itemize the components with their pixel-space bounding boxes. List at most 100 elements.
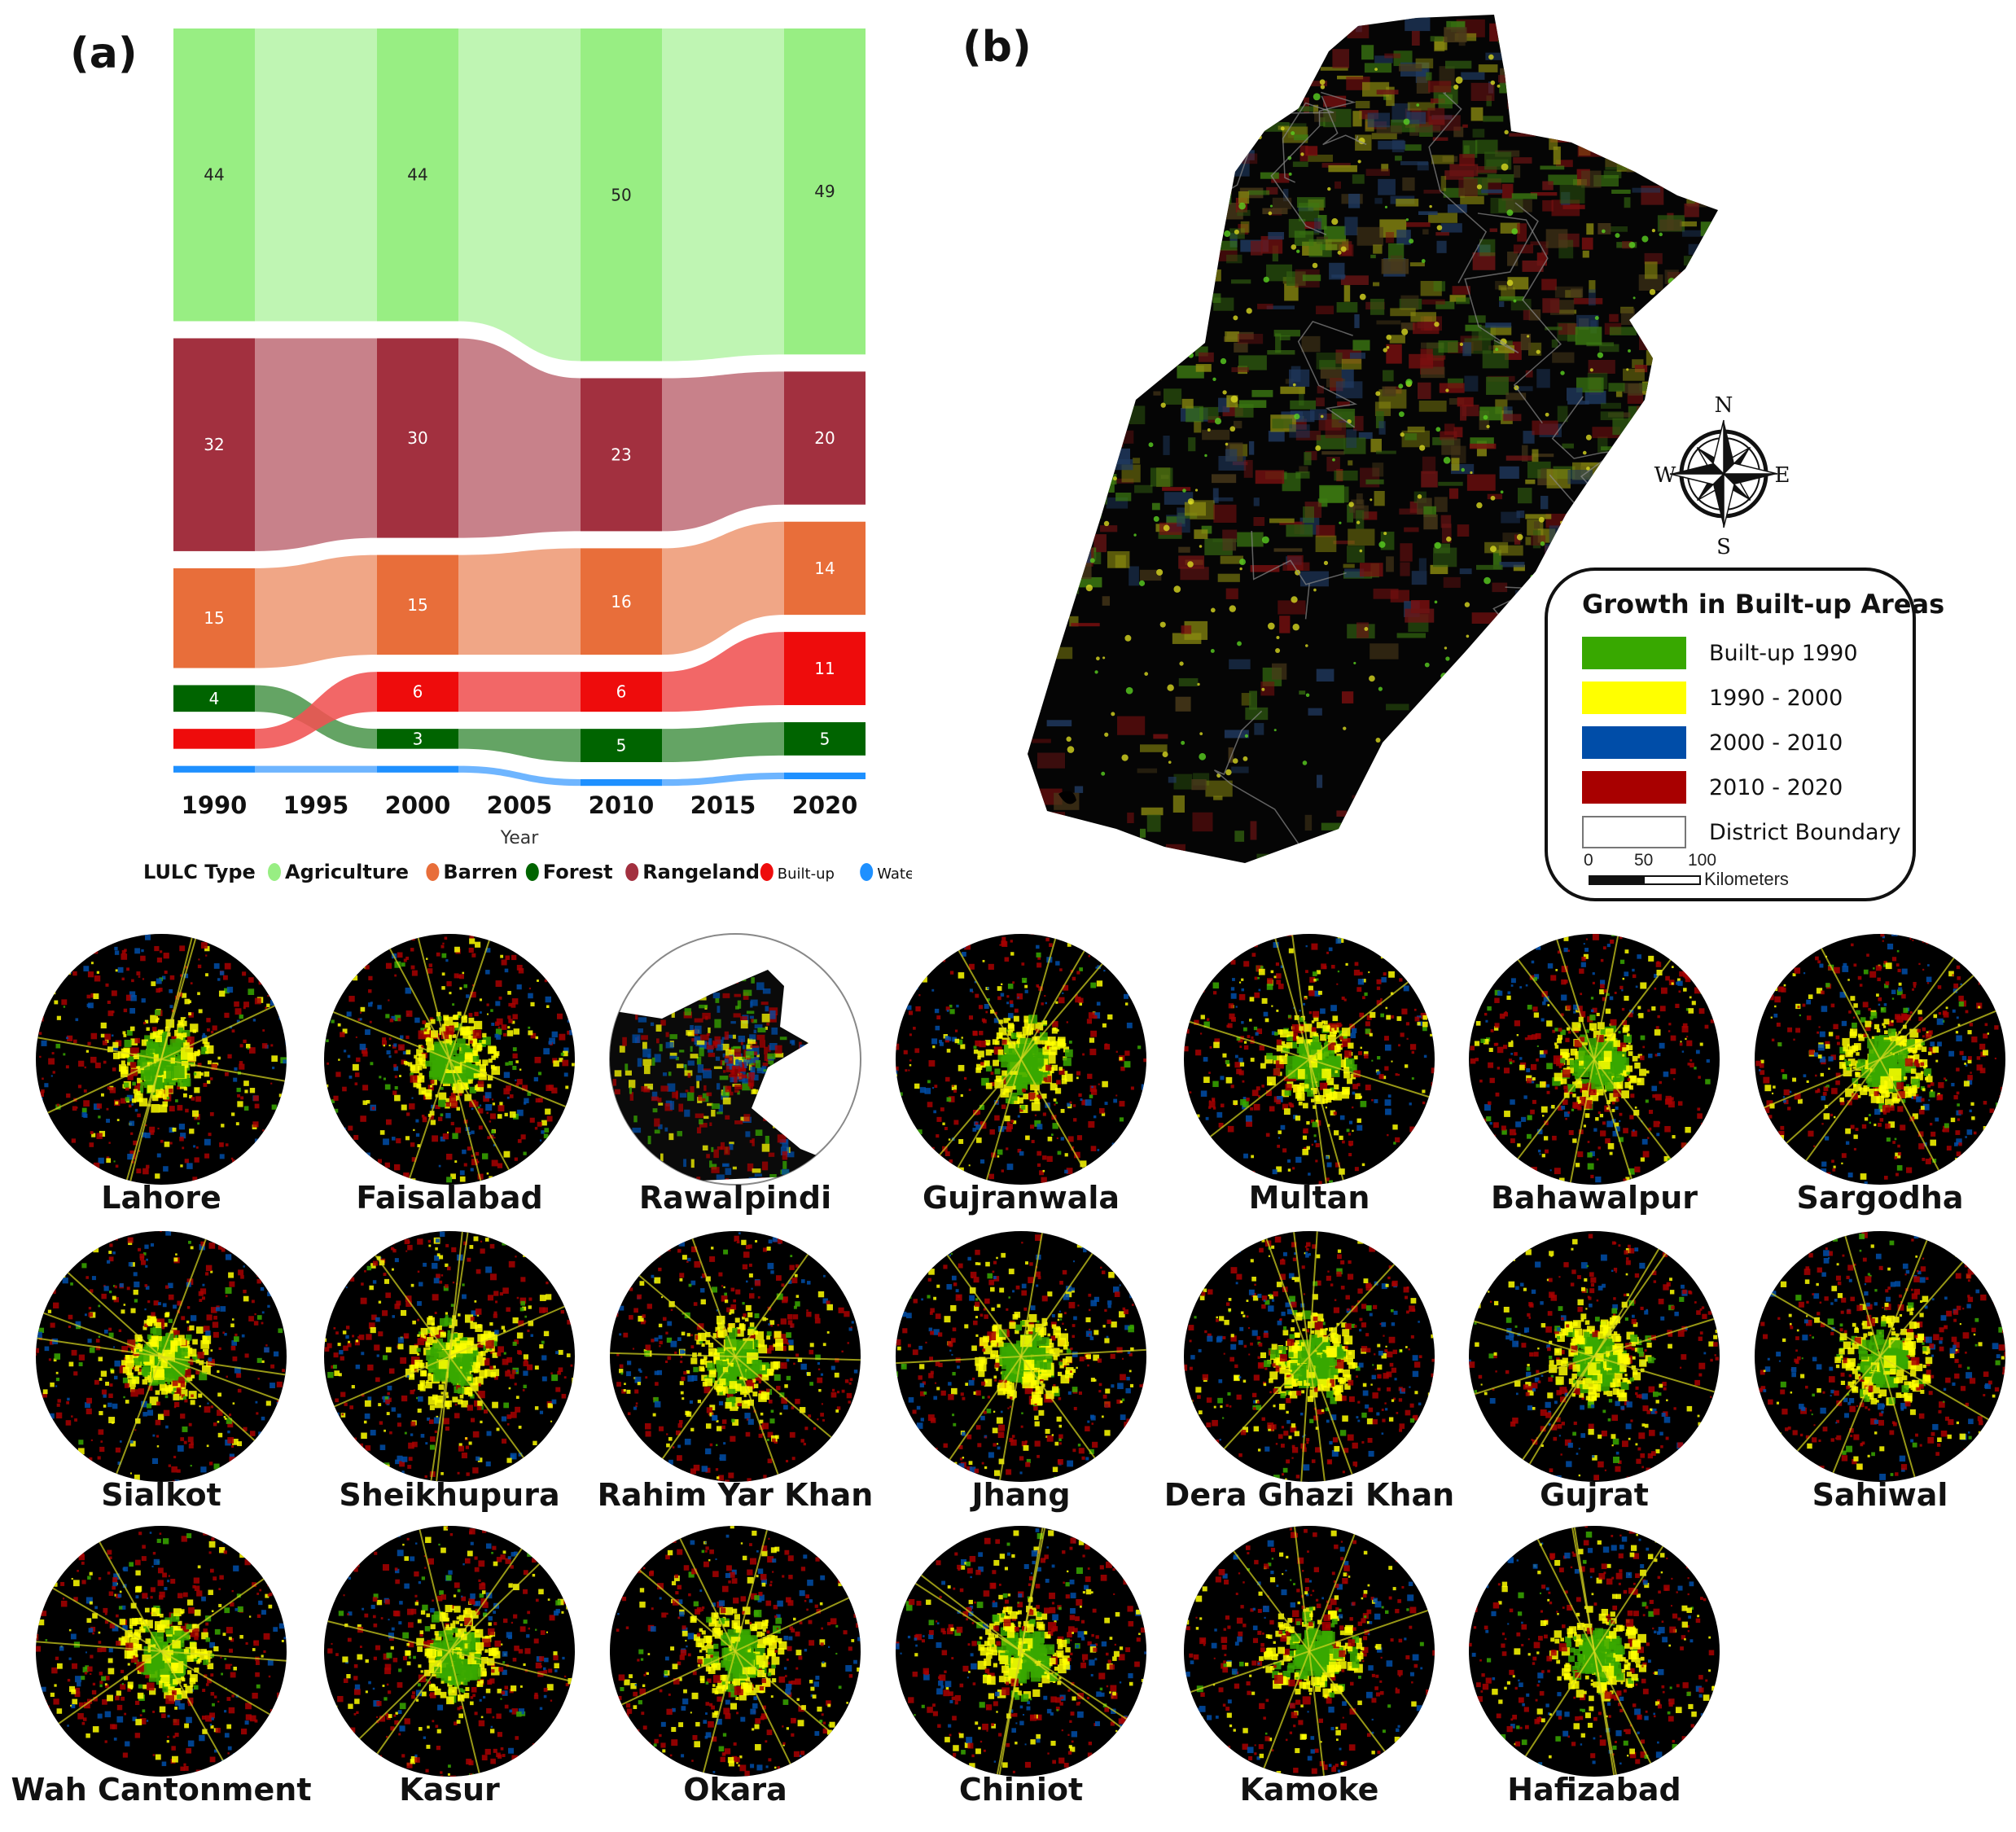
bar-built-up-1990: [173, 729, 255, 749]
x-tick-label: 2000: [385, 791, 451, 819]
city-map-hafizabad: [1469, 1526, 1720, 1777]
legend-label-rangeland[interactable]: Rangeland: [642, 861, 760, 883]
legend-title: Growth in Built-up Areas: [1582, 589, 1945, 620]
legend-swatch: [1582, 726, 1686, 759]
legend-label: Built-up 1990: [1709, 640, 1858, 666]
legend-label-water[interactable]: Water: [877, 866, 912, 883]
city-label: Faisalabad: [356, 1180, 543, 1216]
scale-tick: 100: [1688, 851, 1717, 870]
city-map-sahiwal: [1755, 1231, 2005, 1482]
value-label: 50: [611, 185, 631, 204]
value-label: 20: [814, 428, 835, 448]
legend-label-barren[interactable]: Barren: [443, 861, 518, 883]
city-label: Okara: [683, 1772, 787, 1808]
city-map-multan: [1184, 934, 1435, 1185]
city-label: Rawalpindi: [638, 1180, 832, 1216]
city-label: Sahiwal: [1812, 1477, 1948, 1513]
value-label: 4: [209, 689, 220, 708]
city-map-faisalabad: [324, 934, 575, 1185]
city-label: Bahawalpur: [1490, 1180, 1698, 1216]
legend-dot-built-up: [760, 863, 774, 881]
legend-label-built-up[interactable]: Built-up: [778, 866, 835, 883]
value-label: 15: [407, 595, 427, 615]
x-tick-label: 2005: [487, 791, 553, 819]
legend-dot-water: [860, 863, 874, 881]
city-label: Dera Ghazi Khan: [1164, 1477, 1455, 1513]
bar-water-2010: [581, 779, 662, 787]
legend-label: 1990 - 2000: [1709, 685, 1843, 711]
value-label: 30: [407, 428, 427, 448]
city-map-jhang: [896, 1231, 1146, 1482]
value-label: 23: [611, 445, 631, 464]
city-map-bahawalpur: [1469, 934, 1720, 1185]
legend-swatch: [1582, 816, 1686, 848]
legend-item-2000-2010: 2000 - 2010: [1582, 725, 1843, 760]
legend-label: 2000 - 2010: [1709, 730, 1843, 756]
value-label: 44: [204, 165, 224, 185]
city-map-rawalpindi: [609, 933, 861, 1186]
city-label: Hafizabad: [1507, 1772, 1681, 1808]
chart-legend-title: LULC Type: [143, 861, 256, 883]
legend-label-forest[interactable]: Forest: [543, 861, 613, 883]
city-label: Sialkot: [101, 1477, 221, 1513]
flow-agriculture: [662, 28, 784, 362]
city-label: Gujranwala: [922, 1180, 1120, 1216]
flow-forest: [458, 729, 581, 762]
city-map-chiniot: [896, 1526, 1146, 1777]
city-map-rahim-yar-khan: [610, 1231, 861, 1482]
value-label: 14: [814, 559, 835, 578]
compass-w: W: [1654, 463, 1676, 488]
flow-agriculture: [458, 28, 581, 362]
city-map-lahore: [36, 934, 287, 1185]
value-label: 16: [611, 592, 631, 611]
map-legend: Growth in Built-up Areas Built-up 1990 1…: [1545, 568, 1944, 901]
panel-label-b: (b): [962, 23, 1032, 72]
legend-dot-rangeland: [625, 863, 639, 881]
city-label: Multan: [1248, 1180, 1370, 1216]
city-label: Lahore: [101, 1180, 221, 1216]
bar-water-1990: [173, 765, 255, 773]
x-tick-label: 2015: [690, 791, 756, 819]
bar-water-2020: [784, 772, 866, 779]
legend-label: District Boundary: [1709, 819, 1901, 845]
flow-barren: [458, 548, 581, 655]
compass-n: N: [1715, 393, 1733, 418]
city-label: Gujrat: [1540, 1477, 1649, 1513]
city-label: Kasur: [399, 1772, 500, 1808]
legend-swatch: [1582, 682, 1686, 714]
flow-barren: [255, 554, 377, 668]
legend-item-2010-2020: 2010 - 2020: [1582, 770, 1843, 804]
value-label: 3: [413, 729, 423, 748]
city-label: Sargodha: [1796, 1180, 1964, 1216]
legend-dot-barren: [426, 863, 440, 881]
flow-forest: [662, 721, 784, 762]
flow-built-up: [458, 672, 581, 712]
city-map-kamoke: [1184, 1526, 1435, 1777]
bar-water-2000: [377, 765, 458, 773]
compass-s: S: [1716, 535, 1731, 559]
value-label: 5: [820, 729, 831, 748]
city-map-sheikhupura: [324, 1231, 575, 1482]
flow-rangeland: [458, 338, 581, 538]
value-label: 6: [413, 682, 423, 702]
value-label: 15: [204, 608, 224, 628]
x-axis-label: Year: [500, 828, 540, 848]
legend-item-1990-2000: 1990 - 2000: [1582, 681, 1843, 715]
flow-rangeland: [662, 371, 784, 532]
value-label: 49: [814, 182, 835, 201]
city-label: Chiniot: [958, 1772, 1084, 1808]
scale-bar-graphic: [1589, 875, 1701, 885]
legend-swatch: [1582, 637, 1686, 669]
scale-unit: Kilometers: [1704, 869, 1789, 889]
flow-rangeland: [255, 338, 377, 551]
legend-label-agriculture[interactable]: Agriculture: [285, 861, 409, 883]
city-map-dera-ghazi-khan: [1184, 1231, 1435, 1482]
city-label: Sheikhupura: [339, 1477, 560, 1513]
city-label: Wah Cantonment: [11, 1772, 312, 1808]
value-label: 6: [616, 682, 627, 702]
legend-dot-agriculture: [268, 863, 281, 881]
city-label: Jhang: [971, 1477, 1071, 1513]
city-map-gujrat: [1469, 1231, 1720, 1482]
legend-item-district-boundary: District Boundary: [1582, 815, 1901, 849]
